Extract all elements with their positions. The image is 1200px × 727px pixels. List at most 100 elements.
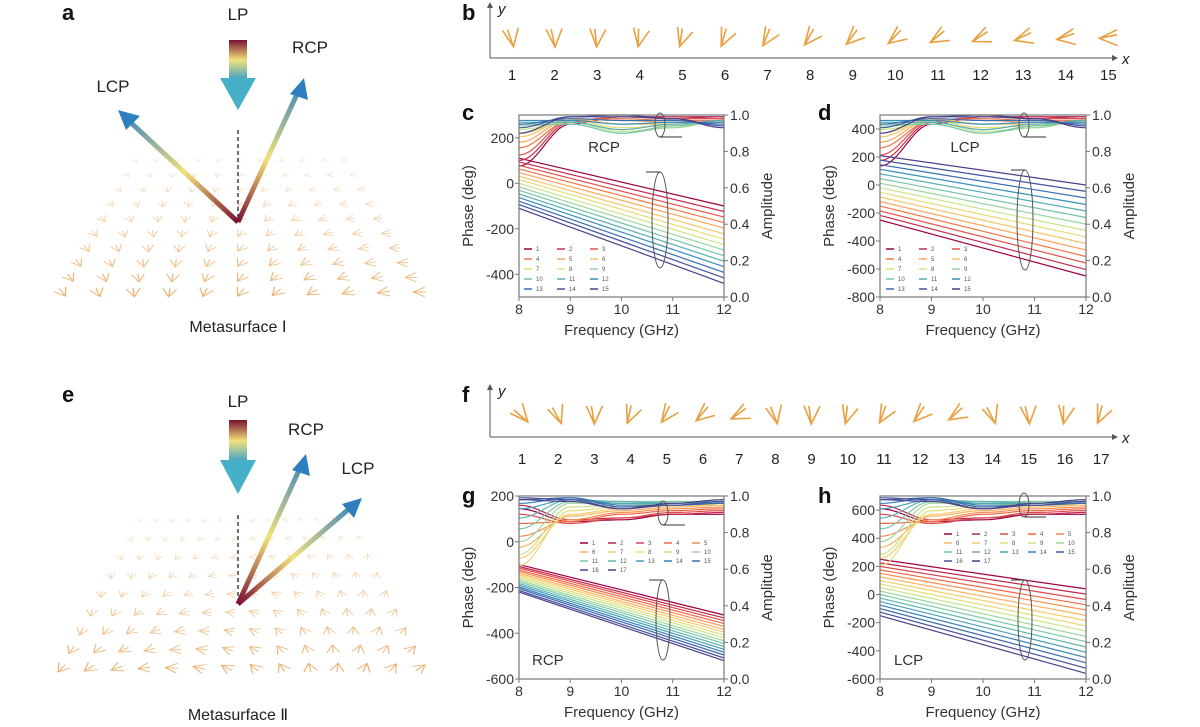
legend-label: 11 [956, 550, 963, 556]
unit-cell-icon [676, 26, 694, 49]
y2-tick-label: 1.0 [1092, 488, 1112, 504]
y2-tick-label: 0.0 [730, 671, 750, 687]
phase-line-series-8 [518, 576, 725, 636]
unit-cell-icon [236, 286, 250, 297]
unit-cell-icon [307, 554, 316, 561]
legend-label: 3 [602, 247, 606, 253]
unit-cell-icon [299, 626, 312, 636]
unit-cell-icon [109, 662, 125, 672]
unit-cell-icon [281, 517, 289, 523]
unit-cell-icon [338, 200, 349, 207]
unit-cell-icon [162, 186, 172, 193]
legend-label: 8 [1012, 541, 1016, 547]
phase-line-series-13 [518, 200, 725, 273]
y2-tick-label: 0.4 [730, 216, 750, 232]
unit-cell-icon [138, 186, 147, 193]
phase-line-series-10 [518, 189, 725, 257]
unit-cell-icon [322, 626, 336, 635]
y-tick-label: -600 [847, 261, 875, 277]
unit-cell-icon [105, 572, 116, 580]
rcp-arrow [235, 454, 310, 606]
unit-cell-icon [589, 28, 607, 49]
unit-cell-icon [262, 200, 272, 207]
unit-cell-icon [201, 608, 213, 617]
unit-cell-icon [886, 25, 908, 45]
lp-arrow [220, 40, 256, 110]
x-axis-title: Frequency (GHz) [925, 322, 1040, 339]
unit-cell-icon [110, 608, 122, 617]
phase-line-series-11 [879, 593, 1087, 643]
series-lines [518, 497, 725, 662]
unit-cell-icon [118, 590, 129, 598]
amplitude-line-series-17 [880, 499, 1086, 510]
amplitude-line-series-3 [518, 510, 725, 525]
unit-cell-icon [205, 244, 217, 253]
unit-cell-icon [203, 258, 216, 268]
unit-cell-icon [161, 536, 170, 542]
unit-cell-icon [299, 157, 307, 162]
phase-line-series-7 [879, 579, 1087, 622]
x-tick-label: 11 [1027, 301, 1042, 317]
unit-cell-icon [248, 628, 261, 637]
x-tick-label: 10 [975, 683, 991, 699]
y2-tick-label: 0.8 [1092, 525, 1112, 541]
unit-cell-icon [191, 172, 200, 178]
unit-cell-icon [803, 405, 821, 426]
unit-cell-number: 13 [948, 451, 965, 468]
phase-line-series-8 [518, 182, 725, 246]
unit-cell-icon [166, 273, 180, 283]
legend-label: 12 [602, 277, 609, 283]
phase-line-series-11 [518, 193, 725, 262]
amplitude-line-series-11 [519, 119, 724, 131]
y2-axis-title: Amplitude [1121, 173, 1138, 240]
chart-c: 8 9 10 11 12-400-20002000.00.20.40.60.81.0Fr… [460, 107, 776, 339]
unit-cell-icon [180, 535, 188, 542]
unit-cell-icon [208, 215, 219, 223]
unit-cell-number: 14 [984, 451, 1001, 468]
unit-cell-icon [148, 572, 158, 579]
phase-line-series-8 [879, 187, 1087, 232]
unit-cell-icon [293, 590, 304, 599]
unit-cell-icon [185, 517, 193, 523]
y-tick-label: -600 [847, 671, 875, 687]
x-tick-label: 10 [614, 301, 630, 317]
unit-cell-number: 17 [1093, 451, 1110, 468]
legend-label: 5 [704, 541, 708, 547]
unit-cell-icon [308, 185, 318, 192]
legend-label: 12 [964, 277, 971, 283]
polarization-annotation: LCP [894, 652, 923, 669]
chart-d: 8 9 10 11 12-800-600-400-20002004000.00.20.4… [821, 107, 1138, 339]
unit-cell-icon [928, 26, 950, 44]
y-axis-title: Phase (deg) [821, 165, 838, 247]
unit-cell-icon [265, 517, 272, 523]
unit-cell-icon [83, 662, 98, 672]
phase-line-series-3 [879, 210, 1087, 264]
unit-cell-icon [370, 571, 381, 579]
unit-cell-icon [303, 171, 312, 177]
unit-cell-icon [347, 517, 354, 523]
unit-cell-icon [236, 272, 249, 282]
unit-cell-number: 15 [1100, 67, 1117, 84]
legend-label: 5 [1068, 532, 1072, 538]
unit-cell-icon [320, 157, 327, 163]
legend-label: 9 [964, 267, 968, 273]
unit-cell-icon [224, 608, 236, 618]
phase-line-series-13 [879, 601, 1087, 653]
unit-cell-icon [192, 664, 207, 674]
unit-cell-icon [729, 403, 751, 420]
unit-cell-icon [276, 645, 289, 655]
rcp-arrow [235, 78, 308, 224]
unit-cell-icon [341, 157, 348, 163]
legend-label: 1 [592, 541, 596, 547]
legend-label: 3 [648, 541, 652, 547]
unit-cell-icon [362, 553, 372, 560]
unit-cell-icon [1097, 28, 1118, 47]
unit-cell-icon [299, 257, 313, 266]
panel-label-d: d [818, 100, 831, 125]
unit-cell-icon [372, 215, 383, 223]
legend-label: 9 [676, 550, 680, 556]
unit-cell-icon [115, 554, 125, 561]
y2-tick-label: 0.6 [1092, 180, 1112, 196]
unit-cell-icon [237, 186, 246, 193]
